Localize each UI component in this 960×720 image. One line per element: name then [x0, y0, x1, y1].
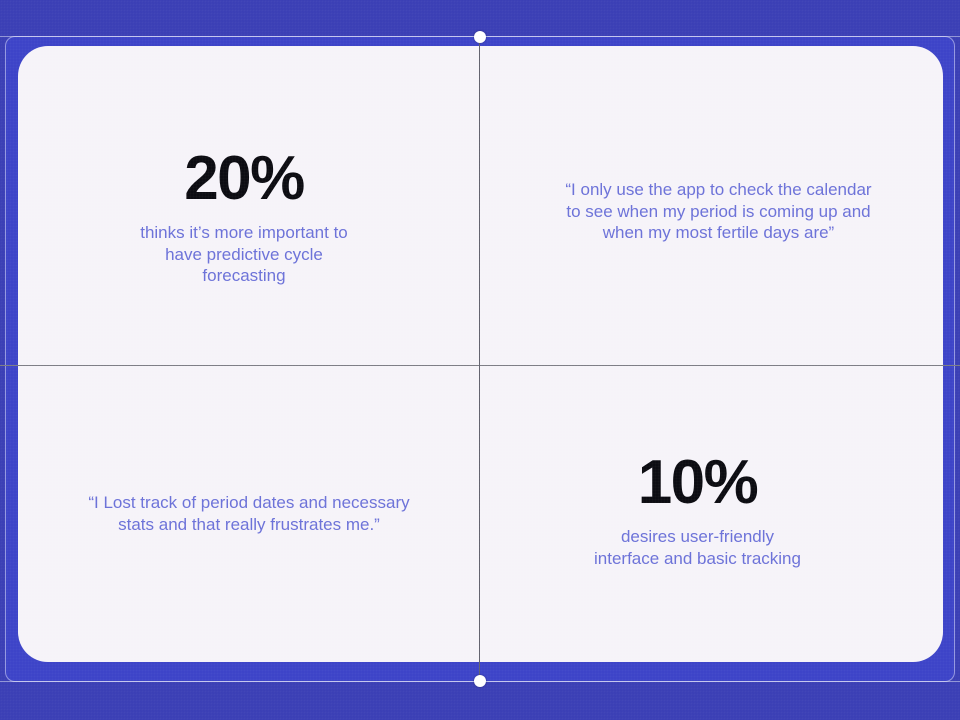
stat-top-left[interactable]: 20% [184, 144, 305, 214]
quadrant-top-right: “I only use the app to check the calenda… [480, 46, 943, 365]
line-handle-bottom[interactable] [474, 675, 486, 687]
vertical-divider-line[interactable] [479, 37, 480, 681]
quote-top-right[interactable]: “I only use the app to check the calenda… [565, 180, 872, 243]
horizontal-divider-line[interactable] [0, 365, 960, 366]
content-card[interactable] [18, 46, 943, 662]
quadrant-top-left: 20% thinks it’s more important to have p… [18, 46, 480, 365]
stat-bottom-right[interactable]: 10% [637, 448, 759, 517]
stat-caption-bottom-right[interactable]: desires user-friendly interface and basi… [594, 527, 801, 568]
quote-bottom-left[interactable]: “I Lost track of period dates and necess… [88, 493, 410, 534]
line-handle-top[interactable] [474, 31, 486, 43]
quadrant-bottom-right: 10% desires user-friendly interface and … [480, 365, 943, 662]
stat-caption-top-left[interactable]: thinks it’s more important to have predi… [140, 223, 348, 286]
quadrant-bottom-left: “I Lost track of period dates and necess… [18, 365, 480, 662]
